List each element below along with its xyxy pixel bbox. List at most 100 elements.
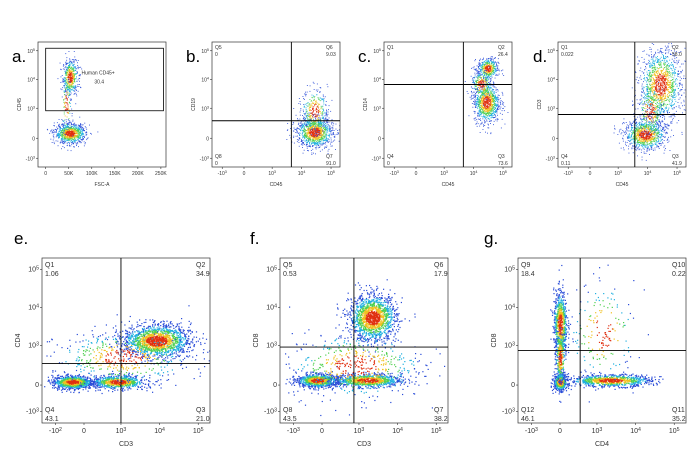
y-tick-label: 103 (547, 105, 555, 112)
plot-frame (517, 257, 687, 424)
panel-letter: g. (484, 229, 498, 248)
quadrant-name: Q1 (45, 262, 54, 269)
y-tick-label: 0 (35, 382, 39, 389)
plot-frame (557, 41, 687, 168)
y-tick-label: 104 (201, 77, 209, 84)
x-tick-label: 105 (669, 427, 680, 435)
quadrant-name: Q2 (672, 45, 679, 51)
plot-frame (211, 41, 341, 168)
quadrant-value: 0 (387, 161, 390, 167)
panel-letter: e. (14, 229, 28, 248)
y-tick-label: 105 (266, 266, 277, 274)
x-tick-label: 104 (470, 170, 478, 177)
quadrant-value: 0.022 (561, 52, 574, 58)
x-axis-label: CD45 (442, 182, 455, 188)
quadrant-name: Q12 (521, 407, 534, 414)
y-tick-label: -103 (200, 155, 209, 162)
quadrant-value: 0.53 (283, 271, 297, 278)
panel-letter: d. (533, 47, 547, 66)
x-tick-label: -102 (49, 427, 62, 435)
y-axis-label: CD8 (491, 333, 498, 347)
y-tick-label: 0 (511, 382, 515, 389)
quadrant-value: 91.0 (326, 161, 336, 167)
quadrant-name: Q6 (434, 262, 443, 269)
y-tick-label: 105 (201, 48, 209, 55)
quadrant-name: Q11 (672, 407, 685, 414)
quadrant-value: 58.0 (672, 52, 682, 58)
quadrant-value: 0 (215, 52, 218, 58)
panel-letter: c. (358, 47, 371, 66)
x-tick-label: 105 (499, 170, 507, 177)
x-tick-label: 104 (154, 427, 165, 435)
quadrant-name: Q10 (672, 262, 685, 269)
scatter-points (285, 279, 446, 417)
quadrant-name: Q1 (387, 45, 394, 51)
y-tick-label: 103 (266, 341, 277, 349)
x-tick-label: -103 (390, 170, 399, 177)
y-tick-label: 104 (504, 304, 515, 312)
x-tick-label: -103 (564, 170, 573, 177)
plot-frame (37, 41, 167, 168)
y-tick-label: -103 (264, 407, 277, 415)
quadrant-name: Q2 (196, 262, 205, 269)
x-tick-label: 105 (673, 170, 681, 177)
scatter-points (46, 51, 99, 152)
y-tick-label: 103 (201, 105, 209, 112)
x-tick-label: 103 (268, 170, 276, 177)
x-tick-label: 250K (155, 171, 167, 177)
quadrant-name: Q6 (326, 45, 333, 51)
quadrant-value: 1.06 (45, 271, 59, 278)
plot-frame (279, 257, 449, 424)
x-axis-label: CD3 (357, 441, 371, 448)
quadrant-name: Q7 (326, 154, 333, 160)
quadrant-value: 0 (387, 52, 390, 58)
y-tick-label: 105 (504, 266, 515, 274)
y-axis-label: CD14 (363, 98, 369, 111)
plot-frame (41, 257, 211, 424)
y-axis-label: CD8 (253, 333, 260, 347)
x-tick-label: 100K (86, 171, 98, 177)
x-tick-label: 150K (109, 171, 121, 177)
x-tick-label: 0 (415, 171, 418, 177)
quadrant-value: 35.2 (672, 416, 686, 423)
y-tick-label: -103 (372, 155, 381, 162)
quadrant-name: Q9 (521, 262, 530, 269)
x-tick-label: 104 (630, 427, 641, 435)
y-tick-label: -103 (502, 407, 515, 415)
x-axis-label: CD45 (616, 182, 629, 188)
quadrant-value: 0.11 (561, 161, 571, 167)
x-tick-label: 103 (440, 170, 448, 177)
y-tick-label: 0 (378, 136, 381, 142)
panel-letter: a. (12, 47, 26, 66)
x-tick-label: 0 (589, 171, 592, 177)
x-tick-label: 0 (82, 428, 86, 435)
quadrant-value: 38.2 (434, 416, 448, 423)
panel-e: e. Q1 1.06 Q2 34.9 Q4 43.1 Q3 21.0 105 104 103 0 -103… (14, 229, 211, 448)
gate-name: Human CD45+ (82, 71, 115, 77)
gate-value: 30.4 (94, 79, 104, 85)
x-tick-label: 105 (431, 427, 442, 435)
y-tick-label: 104 (27, 77, 35, 84)
quadrant-name: Q1 (561, 45, 568, 51)
quadrant-value: 46.1 (521, 416, 535, 423)
panel-letter: f. (250, 229, 259, 248)
x-tick-label: 0 (320, 428, 324, 435)
y-tick-label: 105 (547, 48, 555, 55)
panel-letter: b. (186, 47, 200, 66)
quadrant-value: 21.0 (196, 416, 210, 423)
quadrant-name: Q2 (498, 45, 505, 51)
scatter-points (44, 305, 211, 395)
x-tick-label: 103 (354, 427, 365, 435)
quadrant-value: 18.4 (521, 271, 535, 278)
panel-g: g. Q9 18.4 Q10 0.22 Q12 46.1 Q11 35.2 105 104 103 0 -… (484, 229, 687, 448)
quadrant-value: 0 (215, 161, 218, 167)
quadrant-name: Q3 (672, 154, 679, 160)
x-tick-label: -103 (525, 427, 538, 435)
quadrant-name: Q3 (498, 154, 505, 160)
quadrant-value: 9.03 (326, 52, 336, 58)
y-tick-label: 103 (28, 341, 39, 349)
